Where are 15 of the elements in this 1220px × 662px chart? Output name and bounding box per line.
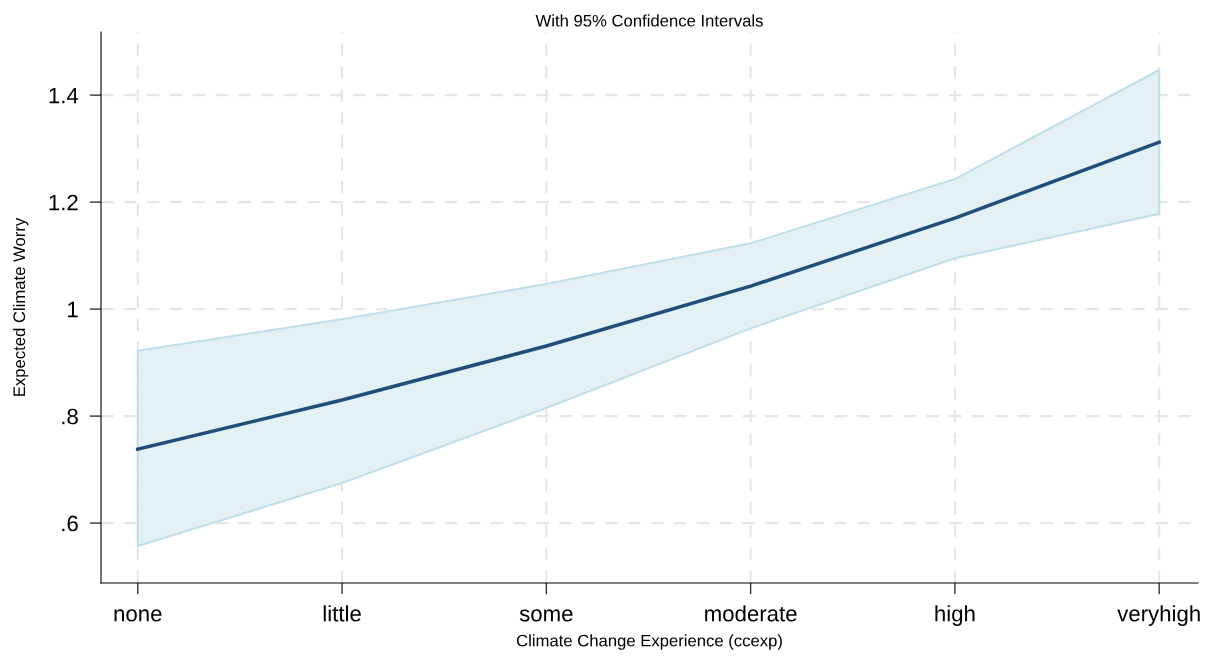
y-axis-title: Expected Climate Worry <box>12 217 29 396</box>
y-tick-label: 1.2 <box>49 194 78 211</box>
y-tick-label: 1 <box>68 301 78 318</box>
line-series <box>136 140 1161 451</box>
x-axis-title: Climate Change Experience (ccexp) <box>516 634 782 650</box>
x-tick-label: moderate <box>705 605 797 622</box>
y-tick-label: .6 <box>62 515 78 532</box>
y-tick-label: 1.4 <box>49 87 79 104</box>
x-tick-label: some <box>519 609 573 622</box>
chart-title: With 95% Confidence Intervals <box>535 14 763 27</box>
y-tick-label: .8 <box>62 408 78 425</box>
x-tick-label: high <box>935 605 975 626</box>
x-tick-label: veryhigh <box>1117 605 1200 626</box>
x-tick-label: little <box>323 605 361 622</box>
x-tick-label: none <box>114 609 162 622</box>
